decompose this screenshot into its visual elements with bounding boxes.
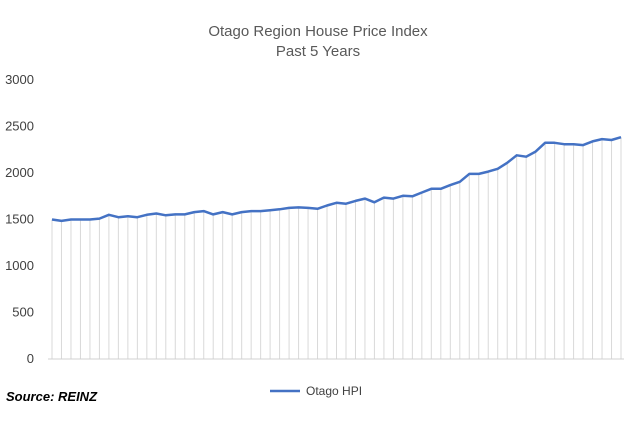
y-tick-label: 1000 <box>5 258 34 273</box>
y-tick-label: 0 <box>27 351 34 366</box>
series-group <box>51 136 622 223</box>
y-axis: 0 500 1000 1500 2000 2500 3000 <box>5 72 34 366</box>
legend: Otago HPI <box>270 384 362 398</box>
chart-title: Otago Region House Price Index <box>208 23 428 40</box>
chart-subtitle: Past 5 Years <box>276 43 360 60</box>
y-tick-label: 1500 <box>5 212 34 227</box>
source-label: Source: REINZ <box>6 389 98 404</box>
y-tick-label: 500 <box>12 305 34 320</box>
y-tick-label: 2500 <box>5 119 34 134</box>
y-tick-label: 3000 <box>5 72 34 87</box>
y-tick-label: 2000 <box>5 165 34 180</box>
series-line-otago-hpi <box>51 136 622 223</box>
legend-label: Otago HPI <box>306 384 362 398</box>
drop-lines <box>51 137 622 359</box>
